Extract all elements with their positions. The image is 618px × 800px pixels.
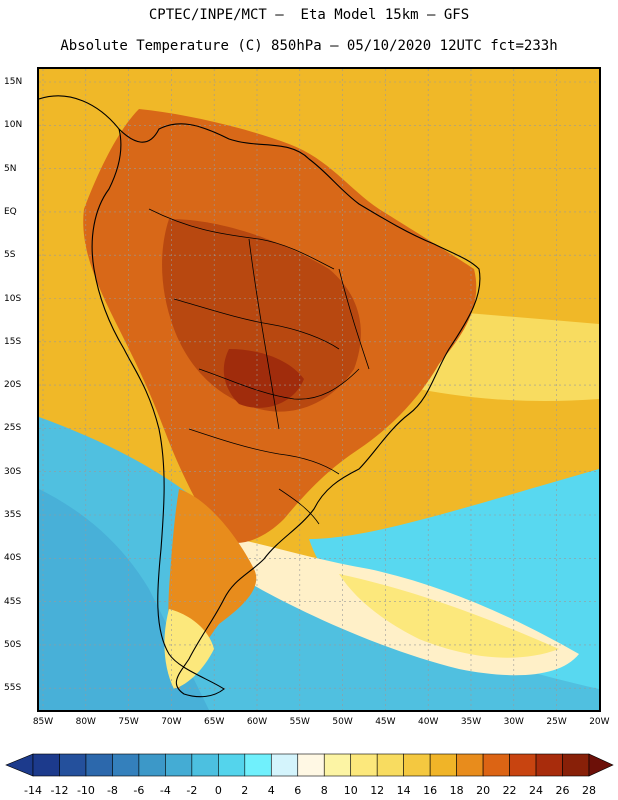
colorbar-level-label: -6 [133, 784, 145, 797]
colorbar-swatch [297, 753, 325, 777]
country-border [198, 368, 360, 400]
lat-tick-label: 45S [4, 596, 22, 607]
colorbar-swatch [112, 753, 140, 777]
lon-tick-label: 30W [503, 717, 524, 727]
colorbar-swatch [85, 753, 113, 777]
colorbar-swatch [456, 753, 484, 777]
map-canvas [39, 69, 599, 710]
colorbar-level-label: 20 [476, 784, 491, 797]
colorbar-level-label: -10 [76, 784, 95, 797]
lat-tick-label: 20S [4, 380, 22, 391]
lat-tick-label: 15S [4, 336, 22, 347]
colorbar-level-label: 28 [582, 784, 596, 797]
lat-tick-label: 25S [4, 423, 22, 434]
colorbar-swatch [429, 753, 457, 777]
colorbar-level-label: -4 [159, 784, 171, 797]
lon-tick-label: 25W [546, 717, 567, 727]
colorbar-swatch [270, 753, 299, 777]
colorbar-level-label: 14 [396, 784, 411, 797]
temperature-map [37, 67, 601, 712]
colorbar-swatch [350, 753, 378, 777]
country-border [173, 298, 340, 350]
colorbar-level-label: 22 [502, 784, 517, 797]
lat-tick-label: 10S [4, 293, 22, 304]
colorbar-swatch [403, 753, 431, 777]
lat-tick-label: 15N [4, 77, 23, 87]
colorbar-level-label: 24 [529, 784, 544, 797]
colorbar-end-right [588, 753, 614, 777]
lon-tick-label: 55W [289, 717, 310, 727]
lon-tick-label: 75W [118, 717, 139, 727]
lon-tick-label: 80W [75, 717, 96, 727]
colorbar [5, 753, 614, 777]
field-land-peak [223, 349, 304, 408]
colorbar-swatch [59, 753, 87, 777]
country-border [148, 208, 335, 270]
colorbar-level-label: 6 [294, 784, 302, 797]
colorbar-swatch [482, 753, 510, 777]
colorbar-level-label: 0 [214, 784, 222, 797]
colorbar-level-label: 26 [555, 784, 570, 797]
colorbar-swatch [376, 753, 404, 777]
field-yellow-band [339, 574, 559, 658]
colorbar-swatch [509, 753, 537, 777]
country-border [278, 488, 320, 525]
colorbar-swatch [165, 753, 193, 777]
lon-tick-label: 65W [204, 717, 225, 727]
lat-tick-label: 30S [4, 466, 22, 477]
lat-tick-label: EQ [4, 206, 17, 217]
country-border [248, 238, 280, 430]
colorbar-level-label: 12 [370, 784, 385, 797]
field-patagonia [164, 609, 214, 689]
colorbar-swatch [244, 753, 272, 777]
lon-tick-label: 70W [161, 717, 182, 727]
lon-tick-label: 40W [418, 717, 439, 727]
colorbar-level-label: -8 [106, 784, 118, 797]
field-land-core [162, 219, 361, 412]
lat-tick-label: 5S [4, 250, 16, 261]
colorbar-swatch [138, 753, 166, 777]
lat-tick-label: 10N [4, 120, 23, 131]
lat-tick-label: 55S [4, 683, 22, 694]
lat-tick-label: 35S [4, 510, 22, 520]
colorbar-swatch [562, 753, 590, 777]
lat-tick-label: 50S [4, 639, 22, 650]
lon-tick-label: 85W [32, 717, 54, 727]
coastline [39, 95, 481, 698]
colorbar-level-label: 10 [343, 784, 358, 797]
country-border [338, 268, 370, 370]
lon-tick-label: 45W [375, 717, 396, 727]
lon-tick-label: 50W [332, 717, 353, 727]
lat-tick-label: 5N [4, 163, 17, 174]
country-border [188, 428, 340, 475]
colorbar-level-label: 18 [449, 784, 464, 797]
lon-tick-label: 60W [246, 717, 268, 727]
colorbar-level-label: 2 [241, 784, 249, 797]
colorbar-level-label: -14 [24, 784, 42, 797]
colorbar-level-label: 4 [267, 784, 275, 797]
lon-tick-label: 35W [460, 717, 482, 727]
colorbar-level-label: 8 [320, 784, 328, 797]
colorbar-level-label: -12 [50, 784, 69, 797]
colorbar-end-left [5, 753, 34, 777]
lat-tick-label: 40S [4, 553, 22, 564]
colorbar-swatch [535, 753, 563, 777]
colorbar-swatch [32, 753, 60, 777]
colorbar-swatch [191, 753, 219, 777]
colorbar-level-label: 16 [423, 784, 438, 797]
colorbar-level-label: -2 [186, 784, 198, 797]
lon-tick-label: 20W [589, 717, 610, 727]
chart-title-line1: CPTEC/INPE/MCT – Eta Model 15km – GFS [148, 7, 470, 23]
chart-title-line2: Absolute Temperature (C) 850hPa – 05/10/… [60, 38, 558, 54]
colorbar-swatch [218, 753, 246, 777]
colorbar-swatch [323, 753, 352, 777]
